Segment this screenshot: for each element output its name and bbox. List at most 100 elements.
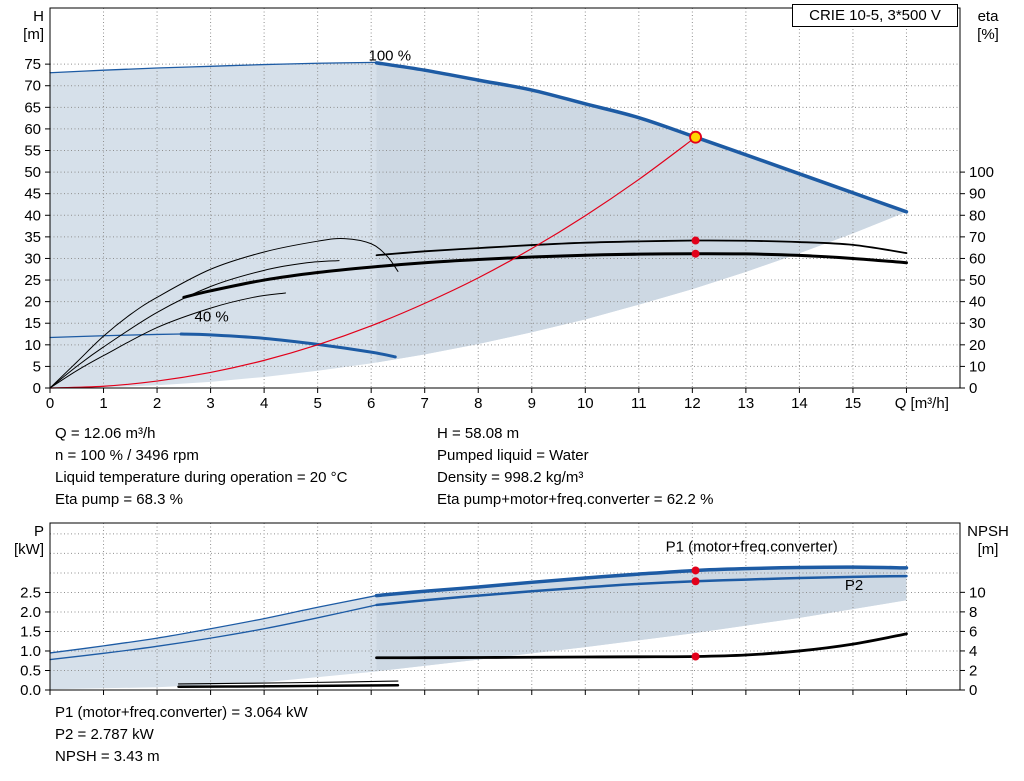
y-tick-label-left: 10 xyxy=(24,337,41,354)
p2-value-line: P2 = 2.787 kW xyxy=(55,726,154,743)
x-tick-label: 15 xyxy=(845,395,862,412)
npsh-curve xyxy=(375,632,908,660)
y-tick-label-right: 40 xyxy=(969,294,986,311)
qh-curve-40-low-flow xyxy=(49,333,182,339)
axis-ticks xyxy=(45,63,965,393)
x-tick-label: 10 xyxy=(577,395,594,412)
liquid-temp-line: Liquid temperature during operation = 20… xyxy=(55,469,348,486)
y-tick-label-left: 70 xyxy=(24,78,41,95)
axis-ticks xyxy=(45,591,965,695)
y-tick-label-left: 40 xyxy=(24,207,41,224)
label-p2: P2 xyxy=(845,577,863,594)
y-tick-label-right: 10 xyxy=(969,584,986,601)
y-axis-title-right: eta xyxy=(978,8,1000,25)
x-axis-title: Q [m³/h] xyxy=(895,395,949,412)
y-tick-label-left: 60 xyxy=(24,121,41,138)
y-tick-label-left: 20 xyxy=(24,294,41,311)
duty-info-right: H = 58.08 m Pumped liquid = Water Densit… xyxy=(437,423,713,511)
y-tick-label-right: 0 xyxy=(969,380,977,397)
x-tick-label: 4 xyxy=(260,395,268,412)
head-value-line: H = 58.08 m xyxy=(437,425,520,442)
y-tick-label-left: 30 xyxy=(24,250,41,267)
p2-curve-low-flow xyxy=(49,604,378,661)
x-tick-label: 5 xyxy=(313,395,321,412)
y-tick-label-right: 2 xyxy=(969,662,977,679)
operating-value-dot xyxy=(691,577,700,586)
plot-frame xyxy=(49,522,961,691)
y-tick-label-left: 2.5 xyxy=(20,584,41,601)
y-tick-label-right: 90 xyxy=(969,186,986,203)
p1-value-line: P1 (motor+freq.converter) = 3.064 kW xyxy=(55,704,308,721)
y-tick-label-right: 100 xyxy=(969,164,994,181)
y-tick-label-left: 50 xyxy=(24,164,41,181)
npsh-curve-40-upper xyxy=(177,680,399,685)
eta-pump-line: Eta pump = 68.3 % xyxy=(55,491,183,508)
x-tick-label: 0 xyxy=(46,395,54,412)
npsh-curve-40 xyxy=(177,684,400,689)
plot-frame xyxy=(49,7,961,389)
eta-curve-reduced-speed-1 xyxy=(49,237,399,389)
y-tick-label-left: 0.0 xyxy=(20,682,41,699)
speed-envelope-dark xyxy=(376,62,907,363)
y-tick-label-right: 70 xyxy=(969,229,986,246)
y-tick-label-left: 1.5 xyxy=(20,623,41,640)
speed-value-line: n = 100 % / 3496 rpm xyxy=(55,447,199,464)
duty-point-marker[interactable] xyxy=(689,130,702,144)
y-axis-title-left: H xyxy=(33,8,44,25)
power-npsh-chart: 0.0 0.5 1.0 1.5 2.0 2.5 0 2 4 6 8 10 P[kW] NPSH[m] P1 … xyxy=(14,522,1009,699)
y-tick-label-right: 60 xyxy=(969,250,986,267)
y-tick-label-left: 15 xyxy=(24,315,41,332)
y-axis-title-left: P xyxy=(34,523,44,540)
y-tick-label-left: 0.5 xyxy=(20,662,41,679)
label-100-percent: 100 % xyxy=(369,48,412,65)
x-tick-label: 13 xyxy=(738,395,755,412)
control-curve xyxy=(49,136,697,389)
x-tick-label: 2 xyxy=(153,395,161,412)
eta-curve-reduced-speed-3 xyxy=(49,292,287,389)
pumped-liquid-line: Pumped liquid = Water xyxy=(437,447,589,464)
y-axis-title-left: [m] xyxy=(23,26,44,43)
p1-curve-low-flow xyxy=(49,594,378,654)
y-tick-label-left: 25 xyxy=(24,272,41,289)
y-tick-label-left: 2.0 xyxy=(20,604,41,621)
duty-info-left: Q = 12.06 m³/h n = 100 % / 3496 rpm Liqu… xyxy=(55,423,347,511)
y-tick-label-right: 4 xyxy=(969,643,977,660)
flow-value-line: Q = 12.06 m³/h xyxy=(55,425,156,442)
label-40-percent: 40 % xyxy=(195,309,229,326)
power-info: P1 (motor+freq.converter) = 3.064 kW P2 … xyxy=(55,702,308,768)
hq-eta-chart: 0 1 2 3 4 5 6 7 8 9 10 11 12 13 14 15051015202530354045… xyxy=(23,7,1000,412)
x-tick-label: 14 xyxy=(791,395,808,412)
x-tick-label: 3 xyxy=(206,395,214,412)
eta-total-curve xyxy=(182,252,908,299)
x-tick-label: 7 xyxy=(421,395,429,412)
y-tick-label-left: 65 xyxy=(24,99,41,116)
y-axis-title-right: [%] xyxy=(977,26,999,43)
x-tick-label: 8 xyxy=(474,395,482,412)
qh-curve-100 xyxy=(374,61,909,214)
qh-curve-100-low-flow xyxy=(49,61,378,74)
y-tick-label-left: 35 xyxy=(24,229,41,246)
y-tick-label-left: 5 xyxy=(33,358,41,375)
y-tick-label-right: 20 xyxy=(969,337,986,354)
y-tick-label-right: 50 xyxy=(969,272,986,289)
operating-value-dot xyxy=(691,236,700,245)
operating-value-dot xyxy=(691,566,700,575)
x-tick-label: 9 xyxy=(528,395,536,412)
pump-model-badge: CRIE 10-5, 3*500 V xyxy=(792,4,958,27)
y-axis-title-left: [kW] xyxy=(14,541,44,558)
operating-value-dot xyxy=(691,652,700,661)
eta-total-line: Eta pump+motor+freq.converter = 62.2 % xyxy=(437,491,714,508)
y-tick-label-right: 80 xyxy=(969,207,986,224)
y-tick-label-right: 0 xyxy=(969,682,977,699)
y-tick-label-right: 8 xyxy=(969,604,977,621)
y-tick-label-left: 1.0 xyxy=(20,643,41,660)
y-tick-label-right: 30 xyxy=(969,315,986,332)
npsh-value-line: NPSH = 3.43 m xyxy=(55,748,160,765)
density-line: Density = 998.2 kg/m³ xyxy=(437,469,584,486)
x-tick-label: 6 xyxy=(367,395,375,412)
eta-pump-curve xyxy=(375,239,908,257)
y-tick-label-right: 10 xyxy=(969,358,986,375)
x-tick-label: 11 xyxy=(631,395,647,412)
x-tick-label: 1 xyxy=(99,395,107,412)
